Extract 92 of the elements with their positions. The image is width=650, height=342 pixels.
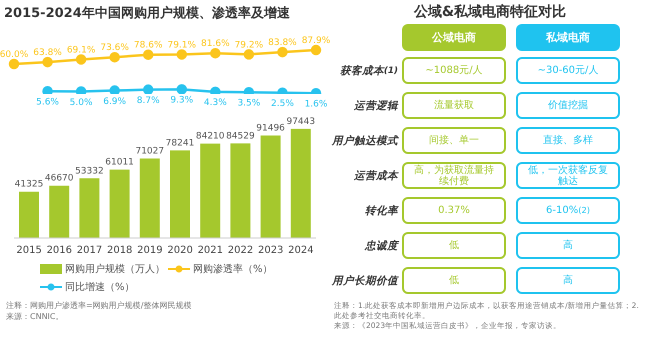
- bar: [230, 143, 250, 238]
- point: [277, 46, 288, 58]
- source-note: 来源：CNNIC。: [6, 311, 64, 322]
- point: [76, 54, 86, 65]
- x-tick-label: 2019: [137, 245, 163, 256]
- x-tick-label: 2015: [16, 245, 42, 256]
- data-label: 91496: [256, 124, 286, 134]
- x-tick-label: 2018: [106, 245, 132, 256]
- data-label: 5.0%: [70, 98, 93, 108]
- legend-label: 网购用户规模（万人）: [65, 262, 165, 276]
- bar: [290, 128, 311, 238]
- data-label: 78.6%: [134, 40, 163, 51]
- bar: [140, 158, 160, 238]
- text: 公域&私域电商特征对比: [412, 3, 568, 21]
- data-label: 71027: [135, 146, 164, 156]
- data-label: 2.5%: [271, 99, 294, 110]
- category-label: 私域电商: [516, 24, 620, 51]
- legend-label: 网购渗透率（%）: [193, 262, 273, 276]
- category-label: 用户长期价值: [332, 274, 398, 286]
- data-label: 87.9%: [302, 36, 331, 46]
- chart-title: 2015-2024年中国网购用户规模、渗透率及增速: [4, 4, 291, 22]
- data-label: 53332: [75, 166, 104, 176]
- x-tick-label: 2017: [76, 245, 102, 256]
- data-label: 5.6%: [36, 98, 60, 108]
- text: 高: [563, 275, 573, 286]
- data-label: 60.0%: [0, 50, 29, 60]
- point: [76, 86, 86, 94]
- data-label: 4.3%: [204, 98, 228, 108]
- data-label: 46670: [44, 174, 74, 184]
- data-label: 78241: [166, 138, 194, 148]
- bar: [19, 192, 39, 238]
- point: [142, 49, 154, 60]
- data-label: 6.9%: [103, 96, 127, 107]
- data-label: 83.8%: [268, 38, 298, 48]
- x-tick-label: 2022: [228, 245, 254, 256]
- bar: [110, 170, 130, 238]
- text: 直接、多样: [543, 135, 593, 146]
- legend-label: 同比增速（%）: [65, 280, 135, 294]
- category-label: 运营成本: [354, 170, 398, 182]
- point: [244, 49, 254, 60]
- data-label: 63.8%: [33, 48, 62, 58]
- x-tick-label: 2016: [46, 245, 72, 256]
- text: 高，为获取流量持续付费: [414, 164, 494, 186]
- point: [210, 48, 221, 58]
- point: [142, 84, 154, 94]
- x-tick-label: 2023: [258, 245, 284, 256]
- data-label: 61011: [105, 158, 134, 168]
- point: [176, 49, 188, 60]
- x-tick-label: 2021: [198, 245, 224, 256]
- text: 低，一次获客反复触达: [528, 164, 608, 186]
- data-label: 8.7%: [136, 96, 160, 106]
- x-tick-label: 2020: [167, 245, 193, 256]
- category-label: 忠诚度: [365, 240, 398, 252]
- data-label: 81.6%: [201, 39, 230, 50]
- data-label: 1.6%: [304, 100, 328, 110]
- data-label: 73.6%: [100, 43, 130, 54]
- text: 间接、单一: [429, 135, 479, 146]
- text: 高: [563, 240, 573, 251]
- point: [310, 44, 322, 56]
- data-label: 41325: [14, 180, 44, 190]
- bar: [79, 178, 100, 238]
- data-label: 84210: [196, 132, 225, 142]
- text: 注释：网购用户渗透率=网购用户规模/整体网民规模: [6, 300, 192, 311]
- text: ~1088元/人: [425, 65, 483, 76]
- data-label: 3.5%: [237, 98, 261, 109]
- point: [109, 52, 120, 62]
- x-tick-label: 2024: [288, 245, 314, 256]
- data-label: 97443: [286, 116, 316, 127]
- data-label: 84529: [226, 131, 255, 142]
- point: [42, 56, 53, 68]
- text: 0.37%: [438, 205, 470, 216]
- text: 低: [449, 240, 459, 251]
- bar: [260, 136, 281, 238]
- data-label: 79.1%: [167, 40, 197, 50]
- bar: [49, 186, 70, 238]
- category-label: 公域电商: [402, 24, 506, 51]
- text: 流量获取: [434, 100, 474, 111]
- data-label: 9.3%: [170, 96, 194, 106]
- data-label: 69.1%: [66, 45, 96, 56]
- bar: [170, 150, 190, 238]
- text: 价值挖掘: [548, 100, 588, 111]
- point: [8, 58, 20, 70]
- point: [176, 84, 188, 94]
- category-label: 运营逻辑: [354, 100, 398, 112]
- bar: [200, 144, 220, 238]
- text: 低: [449, 275, 459, 286]
- point: [109, 85, 120, 94]
- category-label: 用户触达模式: [332, 134, 398, 146]
- data-label: 79.2%: [234, 40, 264, 50]
- point: [42, 86, 53, 94]
- text: ~30-60元/人: [538, 65, 598, 76]
- category-label: 转化率: [365, 204, 398, 216]
